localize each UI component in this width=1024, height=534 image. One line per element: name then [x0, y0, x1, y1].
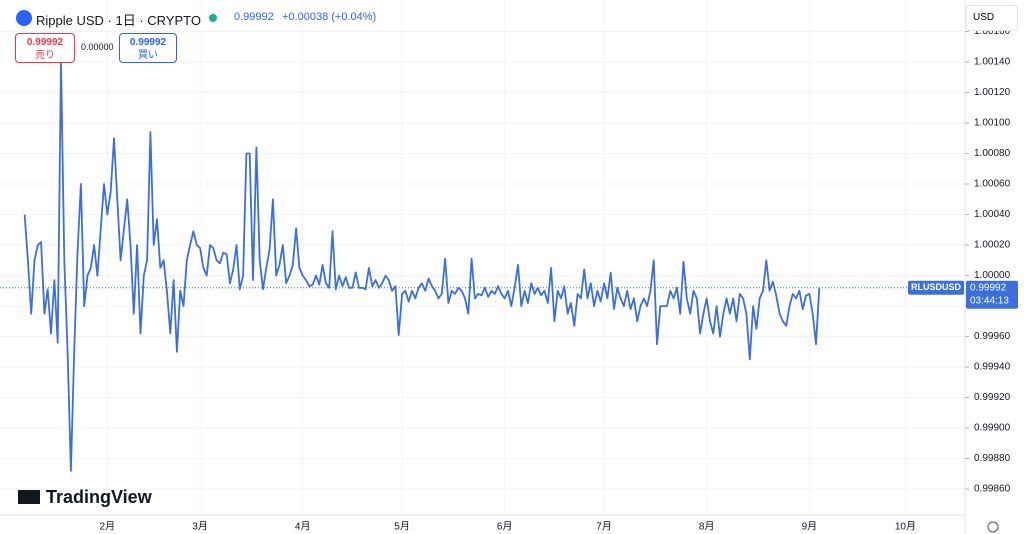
y-tick-label: 1.00160	[974, 26, 1011, 37]
y-tick-label: 0.99860	[974, 484, 1011, 495]
y-tick-label: 1.00000	[974, 270, 1011, 281]
buy-label: 買い	[138, 50, 158, 61]
currency-button[interactable]: USD	[966, 5, 1018, 31]
logo[interactable]: TradingView	[18, 487, 152, 508]
spread: 0.00000	[81, 42, 114, 52]
header-change: +0.00038 (+0.04%)	[282, 11, 377, 23]
symbol-icon	[16, 10, 32, 26]
countdown-label: 03:44:13	[970, 295, 1009, 306]
symbol-title[interactable]: Ripple USD · 1日 · CRYPTO	[36, 13, 201, 28]
axis-labels: 0.99860 0.99880 0.99900 0.99920 0.99940 0.999…	[100, 26, 1018, 533]
x-tick-label: 2月	[100, 521, 116, 533]
x-tick-label: 6月	[497, 521, 513, 533]
x-tick-label: 4月	[295, 521, 311, 533]
sell-price: 0.99992	[26, 37, 64, 48]
y-tick-label: 1.00080	[974, 148, 1011, 159]
sell-button[interactable]: 0.99992 売り	[15, 33, 75, 63]
x-tick-label: 5月	[394, 521, 410, 533]
y-tick-label: 1.00020	[974, 240, 1011, 251]
x-tick-label: 3月	[192, 521, 208, 533]
market-status	[209, 14, 217, 22]
sell-label: 売り	[35, 50, 55, 61]
y-tick-label: 1.00140	[974, 57, 1011, 68]
price-line	[23, 61, 821, 472]
x-tick-label: 10月	[895, 521, 916, 533]
buy-button[interactable]: 0.99992 買い	[119, 33, 177, 63]
y-tick-label: 0.99880	[974, 453, 1011, 464]
header-price: 0.99992	[234, 11, 274, 23]
plot	[0, 61, 965, 472]
x-tick-label: 9月	[802, 521, 818, 533]
logo-icon	[18, 490, 40, 504]
x-tick-label: 8月	[699, 521, 715, 533]
y-tick-label: 0.99920	[974, 392, 1011, 403]
logo-text: TradingView	[46, 487, 152, 507]
price-tag	[966, 280, 1018, 309]
y-tick-label: 1.00040	[974, 209, 1011, 220]
symbol-tag-label: RLUSDUSD	[911, 282, 962, 292]
settings-icon[interactable]	[987, 521, 999, 533]
y-tick-label: 1.00060	[974, 179, 1011, 190]
y-tick-label: 1.00100	[974, 118, 1011, 129]
symbol-tag	[908, 280, 964, 295]
price-tag-label: 0.99992	[970, 282, 1007, 293]
y-tick-label: 0.99940	[974, 362, 1011, 373]
y-tick-label: 1.00120	[974, 87, 1011, 98]
x-tick-label: 7月	[596, 521, 612, 533]
y-tick-label: 0.99900	[974, 423, 1011, 434]
y-tick-label: 0.99960	[974, 331, 1011, 342]
buy-price: 0.99992	[129, 37, 167, 48]
